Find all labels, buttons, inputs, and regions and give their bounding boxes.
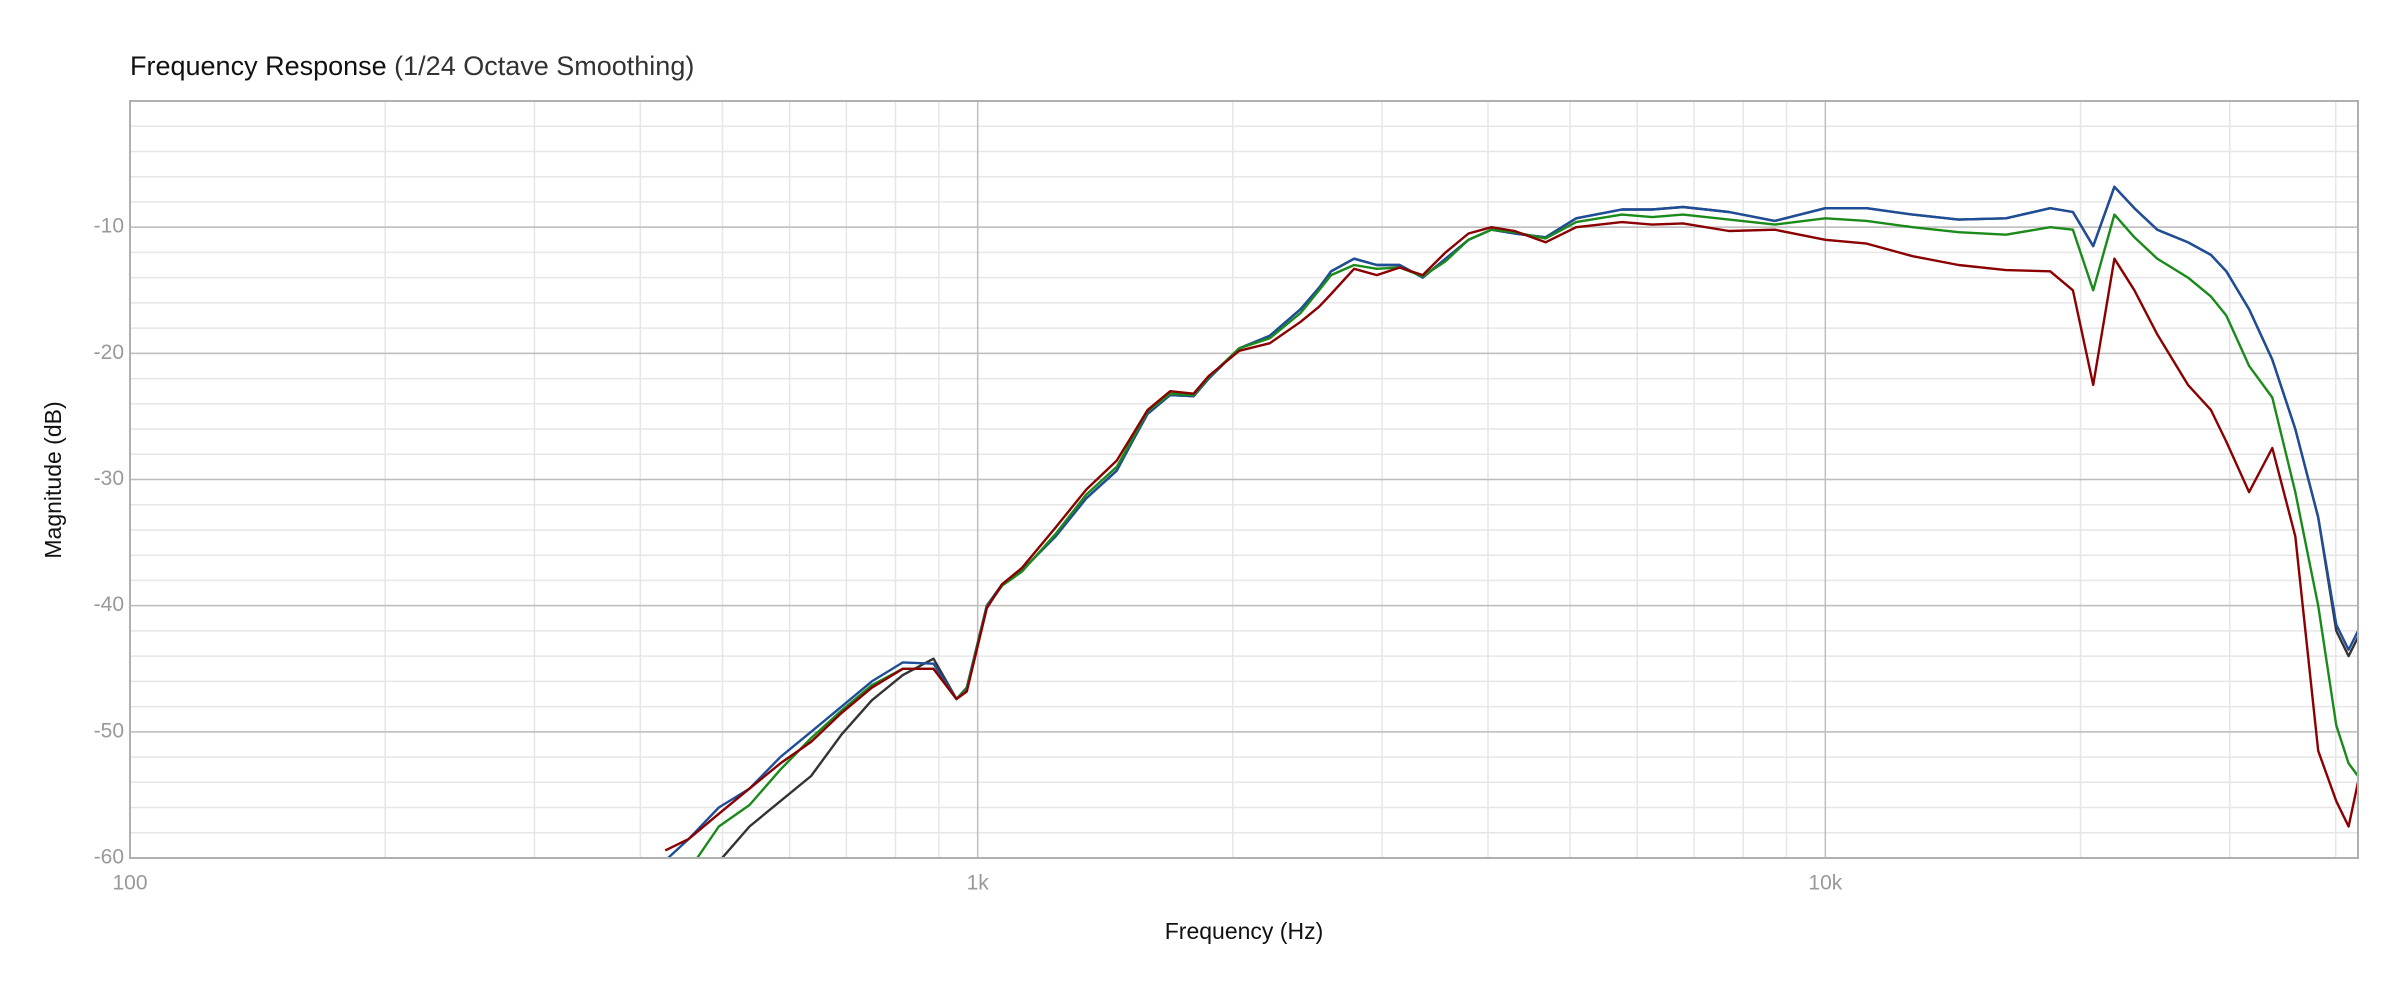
series-line [720,185,2358,858]
series-line [666,185,2358,858]
grid [129,101,2358,859]
x-tick-label: 100 [112,872,147,895]
title: Frequency Response [130,51,387,81]
subtitle: (1/24 Octave Smoothing) [394,51,694,81]
chart-title: Frequency Response (1/24 Octave Smoothin… [130,51,694,81]
x-tick-label: 10k [1808,872,1842,895]
series-line [664,220,2358,852]
x-axis-label: Frequency (Hz) [1165,918,1323,944]
y-tick-label: -50 [94,719,124,742]
plot-lines [664,185,2358,858]
y-tick-label: -30 [94,467,124,490]
y-tick-label: -60 [94,846,124,869]
y-tick-label: -40 [94,593,124,616]
y-tick-label: -20 [94,341,124,364]
y-tick-label: -10 [94,215,124,238]
plot-frame [129,100,2359,859]
y-axis-label: Magnitude (dB) [40,401,66,558]
x-tick-label: 1k [967,872,990,895]
